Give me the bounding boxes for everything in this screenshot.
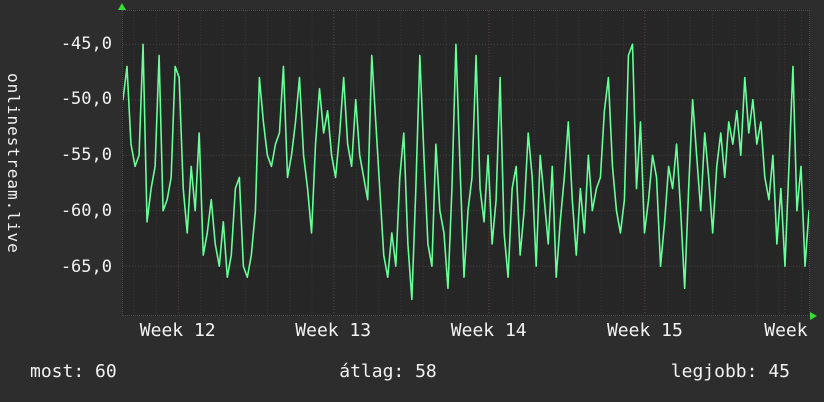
y-tick-label: -65,0 — [60, 256, 112, 277]
y-tick-label: -55,0 — [60, 145, 112, 166]
x-tick-label: Week — [764, 320, 808, 341]
stat-most: most: 60 — [30, 361, 117, 382]
x-tick-label: Week 13 — [295, 320, 372, 341]
stat-legjobb: legjobb: 45 — [670, 361, 790, 382]
x-tick-label: Week 14 — [450, 320, 527, 341]
y-tick-label: -50,0 — [60, 89, 112, 110]
line-chart — [123, 11, 809, 315]
x-axis-arrow-icon — [810, 312, 817, 320]
y-axis-arrow-icon — [118, 3, 126, 10]
vertical-axis-label: onlinestream.live — [4, 72, 23, 254]
y-tick-label: -60,0 — [60, 201, 112, 222]
plot-area — [122, 10, 810, 316]
y-axis-labels: -45,0 -50,0 -55,0 -60,0 -65,0 — [0, 0, 112, 402]
stat-atlag: átlag: 58 — [339, 361, 437, 382]
x-tick-label: Week 12 — [139, 320, 216, 341]
y-tick-label: -45,0 — [60, 33, 112, 54]
x-tick-label: Week 15 — [606, 320, 683, 341]
